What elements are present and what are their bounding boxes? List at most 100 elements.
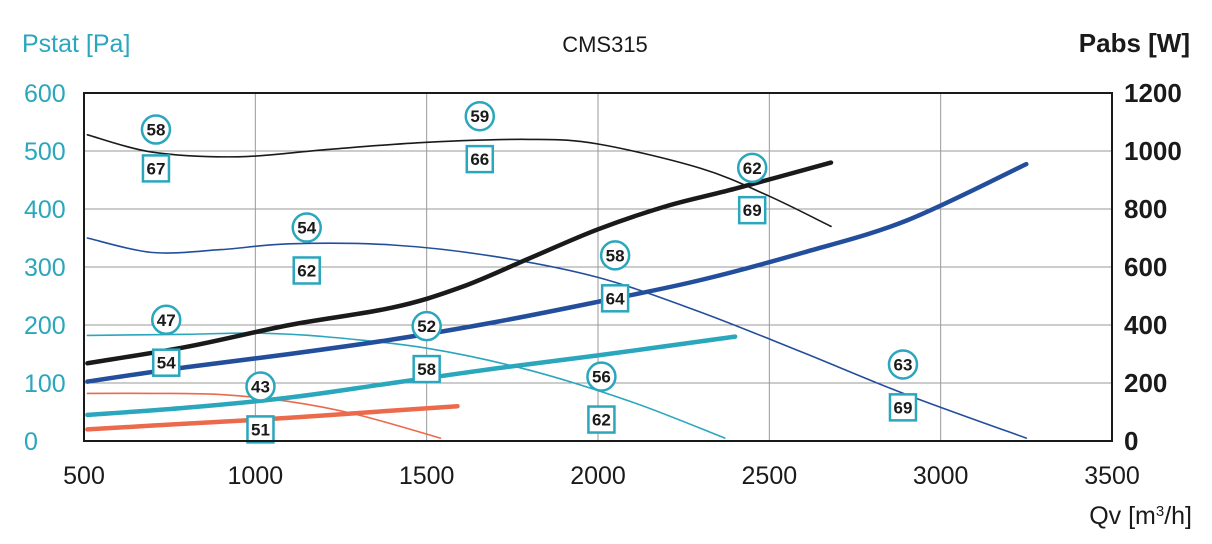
right-tick-label: 800 xyxy=(1124,194,1167,224)
left-tick-label: 100 xyxy=(24,370,66,398)
annotation-value: 58 xyxy=(417,360,436,379)
x-axis-title-sup: 3 xyxy=(1156,503,1164,520)
annotation-value: 67 xyxy=(146,159,165,178)
series-line-power-teal xyxy=(85,334,738,418)
noise-square-label: 54 xyxy=(151,348,181,377)
x-tick-label: 3500 xyxy=(1084,462,1140,490)
tick-labels: 500 1000 1500 2000 2500 3000 35000100200300400… xyxy=(24,78,1182,490)
annotation-value: 62 xyxy=(743,159,762,178)
annotation-value: 63 xyxy=(894,355,913,374)
noise-circle-label: 62 xyxy=(736,152,768,184)
annotation-value: 54 xyxy=(157,354,176,373)
left-tick-label: 300 xyxy=(24,254,66,282)
circle-marker xyxy=(586,361,617,392)
x-tick-label: 2500 xyxy=(742,462,798,490)
series-line-power-red xyxy=(85,403,460,432)
noise-circle-label: 52 xyxy=(411,310,442,342)
noise-circle-label: 63 xyxy=(887,349,919,380)
annotation-value: 43 xyxy=(251,377,270,396)
annotation-value: 58 xyxy=(606,246,625,265)
circle-marker xyxy=(245,371,276,402)
square-marker xyxy=(587,405,616,434)
noise-square-label: 66 xyxy=(465,144,495,174)
plot-frame xyxy=(83,92,1113,442)
x-tick-label: 2000 xyxy=(570,462,626,490)
series-line-pressure-navy xyxy=(86,237,1028,439)
noise-square-label: 69 xyxy=(888,393,918,422)
annotation-value: 51 xyxy=(251,420,270,439)
x-axis-title-main: Qv [m xyxy=(1089,502,1156,530)
annotation-value: 66 xyxy=(470,150,489,169)
x-axis-title-end: /h] xyxy=(1164,502,1192,530)
annotation-value: 58 xyxy=(146,121,165,140)
right-tick-label: 200 xyxy=(1124,368,1167,398)
annotation-value: 69 xyxy=(894,398,913,417)
square-marker xyxy=(246,415,275,444)
noise-circle-label: 56 xyxy=(586,361,617,392)
series-line-pressure-black xyxy=(86,134,832,228)
circle-marker xyxy=(599,240,631,271)
left-tick-label: 200 xyxy=(24,312,66,340)
annotation-value: 59 xyxy=(470,107,489,126)
annotation-value: 54 xyxy=(297,219,316,238)
circle-marker xyxy=(150,304,182,336)
right-tick-label: 0 xyxy=(1124,426,1138,456)
series-line-power-black xyxy=(85,160,834,366)
x-tick-label: 3000 xyxy=(913,462,969,490)
circle-marker xyxy=(140,114,172,145)
noise-square-label: 69 xyxy=(737,195,767,225)
annotation-value: 62 xyxy=(297,261,316,280)
x-tick-label: 500 xyxy=(63,462,105,490)
circle-marker xyxy=(411,310,442,342)
noise-square-label: 64 xyxy=(600,284,630,313)
circle-marker xyxy=(736,152,768,184)
left-tick-label: 600 xyxy=(24,80,66,108)
noise-circle-label: 47 xyxy=(150,304,182,336)
noise-circle-label: 54 xyxy=(291,212,322,243)
noise-circle-label: 59 xyxy=(464,100,496,132)
series-line-power-navy xyxy=(85,161,1029,384)
circle-marker xyxy=(291,212,322,243)
noise-circle-label: 58 xyxy=(140,114,172,145)
right-tick-label: 600 xyxy=(1124,252,1167,282)
square-marker xyxy=(465,144,495,174)
noise-circle-label: 58 xyxy=(599,240,631,271)
noise-square-label: 62 xyxy=(292,256,321,285)
noise-square-label: 51 xyxy=(246,415,275,444)
square-marker xyxy=(141,154,171,183)
x-tick-label: 1500 xyxy=(399,462,455,490)
noise-square-label: 62 xyxy=(587,405,616,434)
square-marker xyxy=(888,393,918,422)
right-axis-title: Pabs [W] xyxy=(1079,28,1190,58)
annotation-value: 69 xyxy=(743,201,762,220)
series-layer xyxy=(85,134,1029,439)
annotation-value: 52 xyxy=(417,317,436,336)
annotation-value: 62 xyxy=(592,411,611,430)
circle-marker xyxy=(464,100,496,132)
annotation-value: 64 xyxy=(606,289,625,308)
left-tick-label: 400 xyxy=(24,196,66,224)
x-tick-label: 1000 xyxy=(228,462,284,490)
left-axis-title: Pstat [Pa] xyxy=(22,30,130,58)
noise-square-label: 67 xyxy=(141,154,171,183)
square-marker xyxy=(292,256,321,285)
right-tick-label: 1200 xyxy=(1124,78,1182,108)
noise-square-label: 58 xyxy=(412,354,441,384)
annotation-value: 47 xyxy=(157,311,176,330)
series-line-pressure-teal xyxy=(86,332,726,439)
square-marker xyxy=(412,354,441,384)
right-tick-label: 1000 xyxy=(1124,136,1182,166)
square-marker xyxy=(737,195,767,225)
chart-title: CMS315 xyxy=(562,32,648,57)
left-tick-label: 500 xyxy=(24,138,66,166)
square-marker xyxy=(151,348,181,377)
square-marker xyxy=(600,284,630,313)
annotations-layer: 58 67 59 66 62 69 54 62 58 64 47 54 52 58 43 51 56 62 63 69 xyxy=(140,100,919,444)
annotation-value: 56 xyxy=(592,368,611,387)
circle-marker xyxy=(887,349,919,380)
left-tick-label: 0 xyxy=(24,428,38,456)
x-axis-title: Qv [m3/h] xyxy=(1089,502,1192,530)
right-tick-label: 400 xyxy=(1124,310,1167,340)
noise-circle-label: 43 xyxy=(245,371,276,402)
